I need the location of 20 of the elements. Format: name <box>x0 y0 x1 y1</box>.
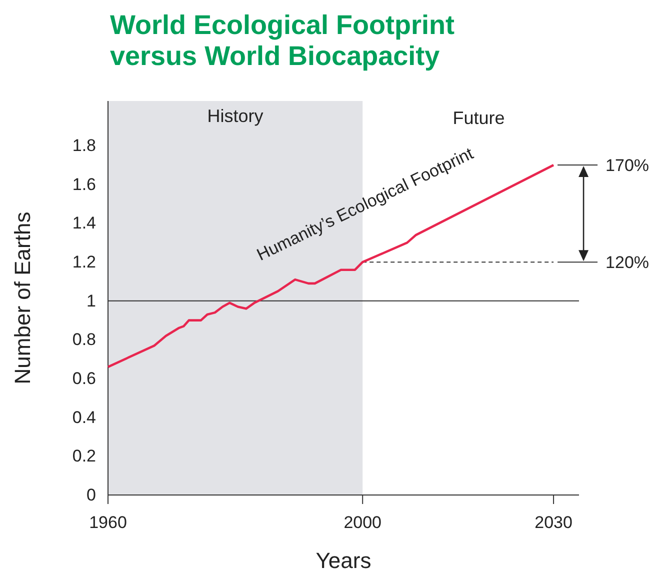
y-tick-label: 0 <box>86 485 96 504</box>
y-tick-label: 0.2 <box>72 446 96 466</box>
y-tick-label: 1.4 <box>72 214 96 233</box>
chart-title: World Ecological Footprint versus World Biocapacity <box>110 10 454 71</box>
y-tick-label: 1.6 <box>72 174 96 194</box>
annotation: 170% <box>606 156 650 176</box>
annotation: Future <box>452 108 505 128</box>
y-axis-title: Number of Earths <box>10 212 35 384</box>
annotation: 120% <box>606 253 650 272</box>
x-tick-label: 2000 <box>344 513 382 532</box>
x-tick-label: 2030 <box>534 513 572 532</box>
y-tick-label: 1.2 <box>72 252 96 272</box>
band-label: History <box>207 106 264 126</box>
x-axis-title: Years <box>316 548 372 573</box>
y-tick-label: 1 <box>86 291 96 310</box>
x-tick-label: 1960 <box>89 513 127 532</box>
y-tick-label: 1.8 <box>72 136 96 156</box>
y-tick-label: 0.8 <box>72 330 96 350</box>
y-tick-label: 0.6 <box>72 368 96 388</box>
y-tick-label: 0.4 <box>72 408 96 427</box>
